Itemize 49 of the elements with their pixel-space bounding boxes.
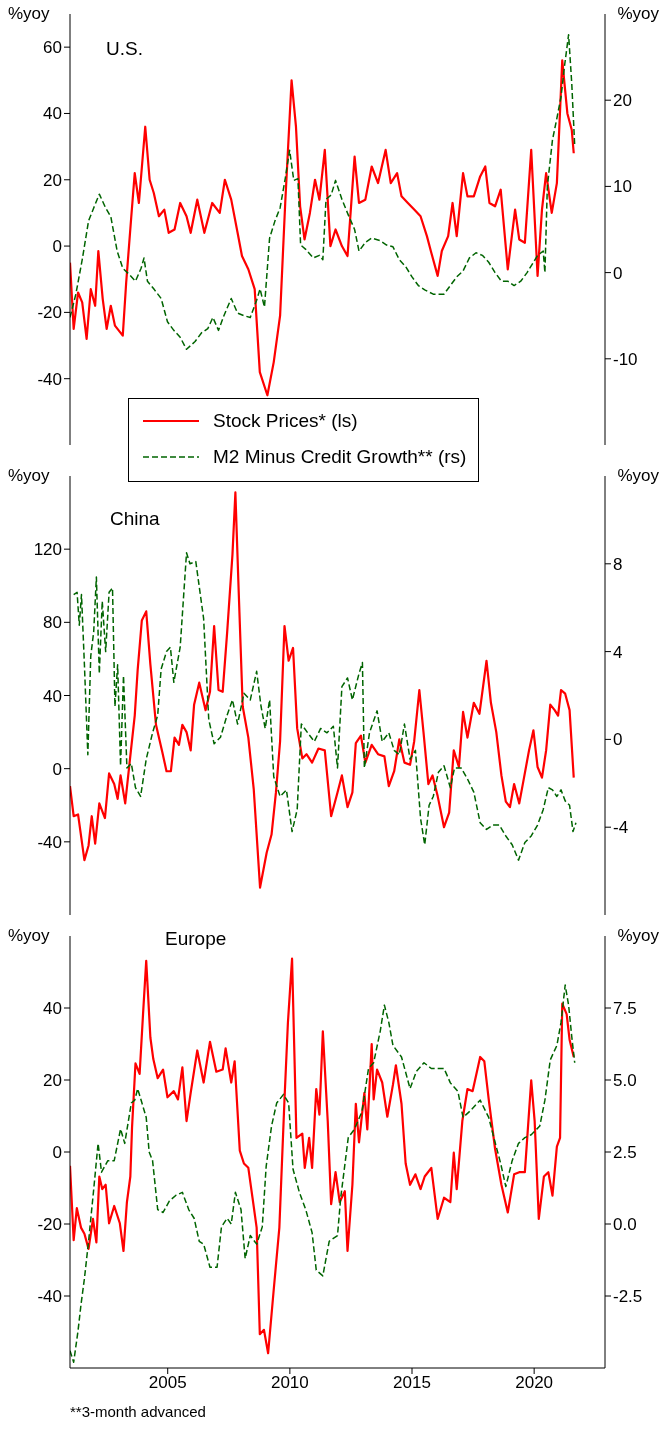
y2-axis-title: %yoy (617, 4, 659, 24)
y2-tick-label: 20 (613, 91, 632, 111)
x-tick-label: 2010 (270, 1373, 309, 1393)
y2-tick-label: 5.0 (613, 1071, 637, 1091)
y-tick-label: 40 (43, 686, 62, 706)
x-tick-label: 2005 (148, 1373, 187, 1393)
legend-label: Stock Prices* (ls) (213, 410, 358, 432)
y-tick-label: -40 (37, 369, 62, 389)
text: U.S. (106, 38, 143, 60)
y-axis-title: %yoy (8, 926, 50, 946)
line-series (70, 491, 575, 889)
y-tick-label: 80 (43, 613, 62, 633)
y-tick-label: 60 (43, 38, 62, 58)
y2-tick-label: 4 (613, 642, 623, 662)
line-series (70, 33, 576, 351)
y2-axis-title: %yoy (617, 466, 659, 486)
y-tick-label: 0 (52, 237, 62, 257)
y-tick-label: 20 (43, 170, 62, 190)
y2-tick-label: 0.0 (613, 1215, 637, 1235)
text: China (110, 508, 160, 530)
y-tick-label: 120 (33, 540, 62, 560)
y-tick-label: 0 (52, 1143, 62, 1163)
line-series (70, 59, 575, 397)
x-tick-label: 2015 (393, 1373, 431, 1393)
y2-tick-label: 0 (613, 263, 623, 283)
y2-tick-label: -4 (613, 818, 629, 838)
y2-tick-label: -2.5 (613, 1287, 643, 1307)
y2-tick-label: 0 (613, 730, 623, 750)
y2-tick-label: 2.5 (613, 1143, 637, 1163)
y-tick-label: 40 (43, 104, 62, 124)
y-tick-label: -40 (37, 1287, 62, 1307)
chart-title: Europe (165, 928, 227, 950)
x-tick-label: 2020 (515, 1373, 554, 1393)
legend-label: M2 Minus Credit Growth** (rs) (213, 446, 467, 468)
text: **3-month advanced (70, 1403, 207, 1420)
y2-axis-title: %yoy (617, 926, 659, 946)
y-tick-label: 0 (52, 759, 62, 779)
y2-tick-label: 8 (613, 554, 623, 574)
y2-tick-label: 10 (613, 177, 632, 197)
line-series (72, 552, 577, 861)
y-axis-title: %yoy (8, 466, 50, 486)
y2-tick-label: -10 (613, 349, 638, 369)
y-tick-label: -40 (37, 832, 62, 852)
y-tick-label: 40 (43, 999, 62, 1019)
y-tick-label: -20 (37, 1215, 62, 1235)
y-axis-title: %yoy (8, 4, 50, 24)
y-tick-label: -20 (37, 303, 62, 323)
y2-tick-label: 7.5 (613, 999, 637, 1019)
y-tick-label: 20 (43, 1071, 62, 1091)
